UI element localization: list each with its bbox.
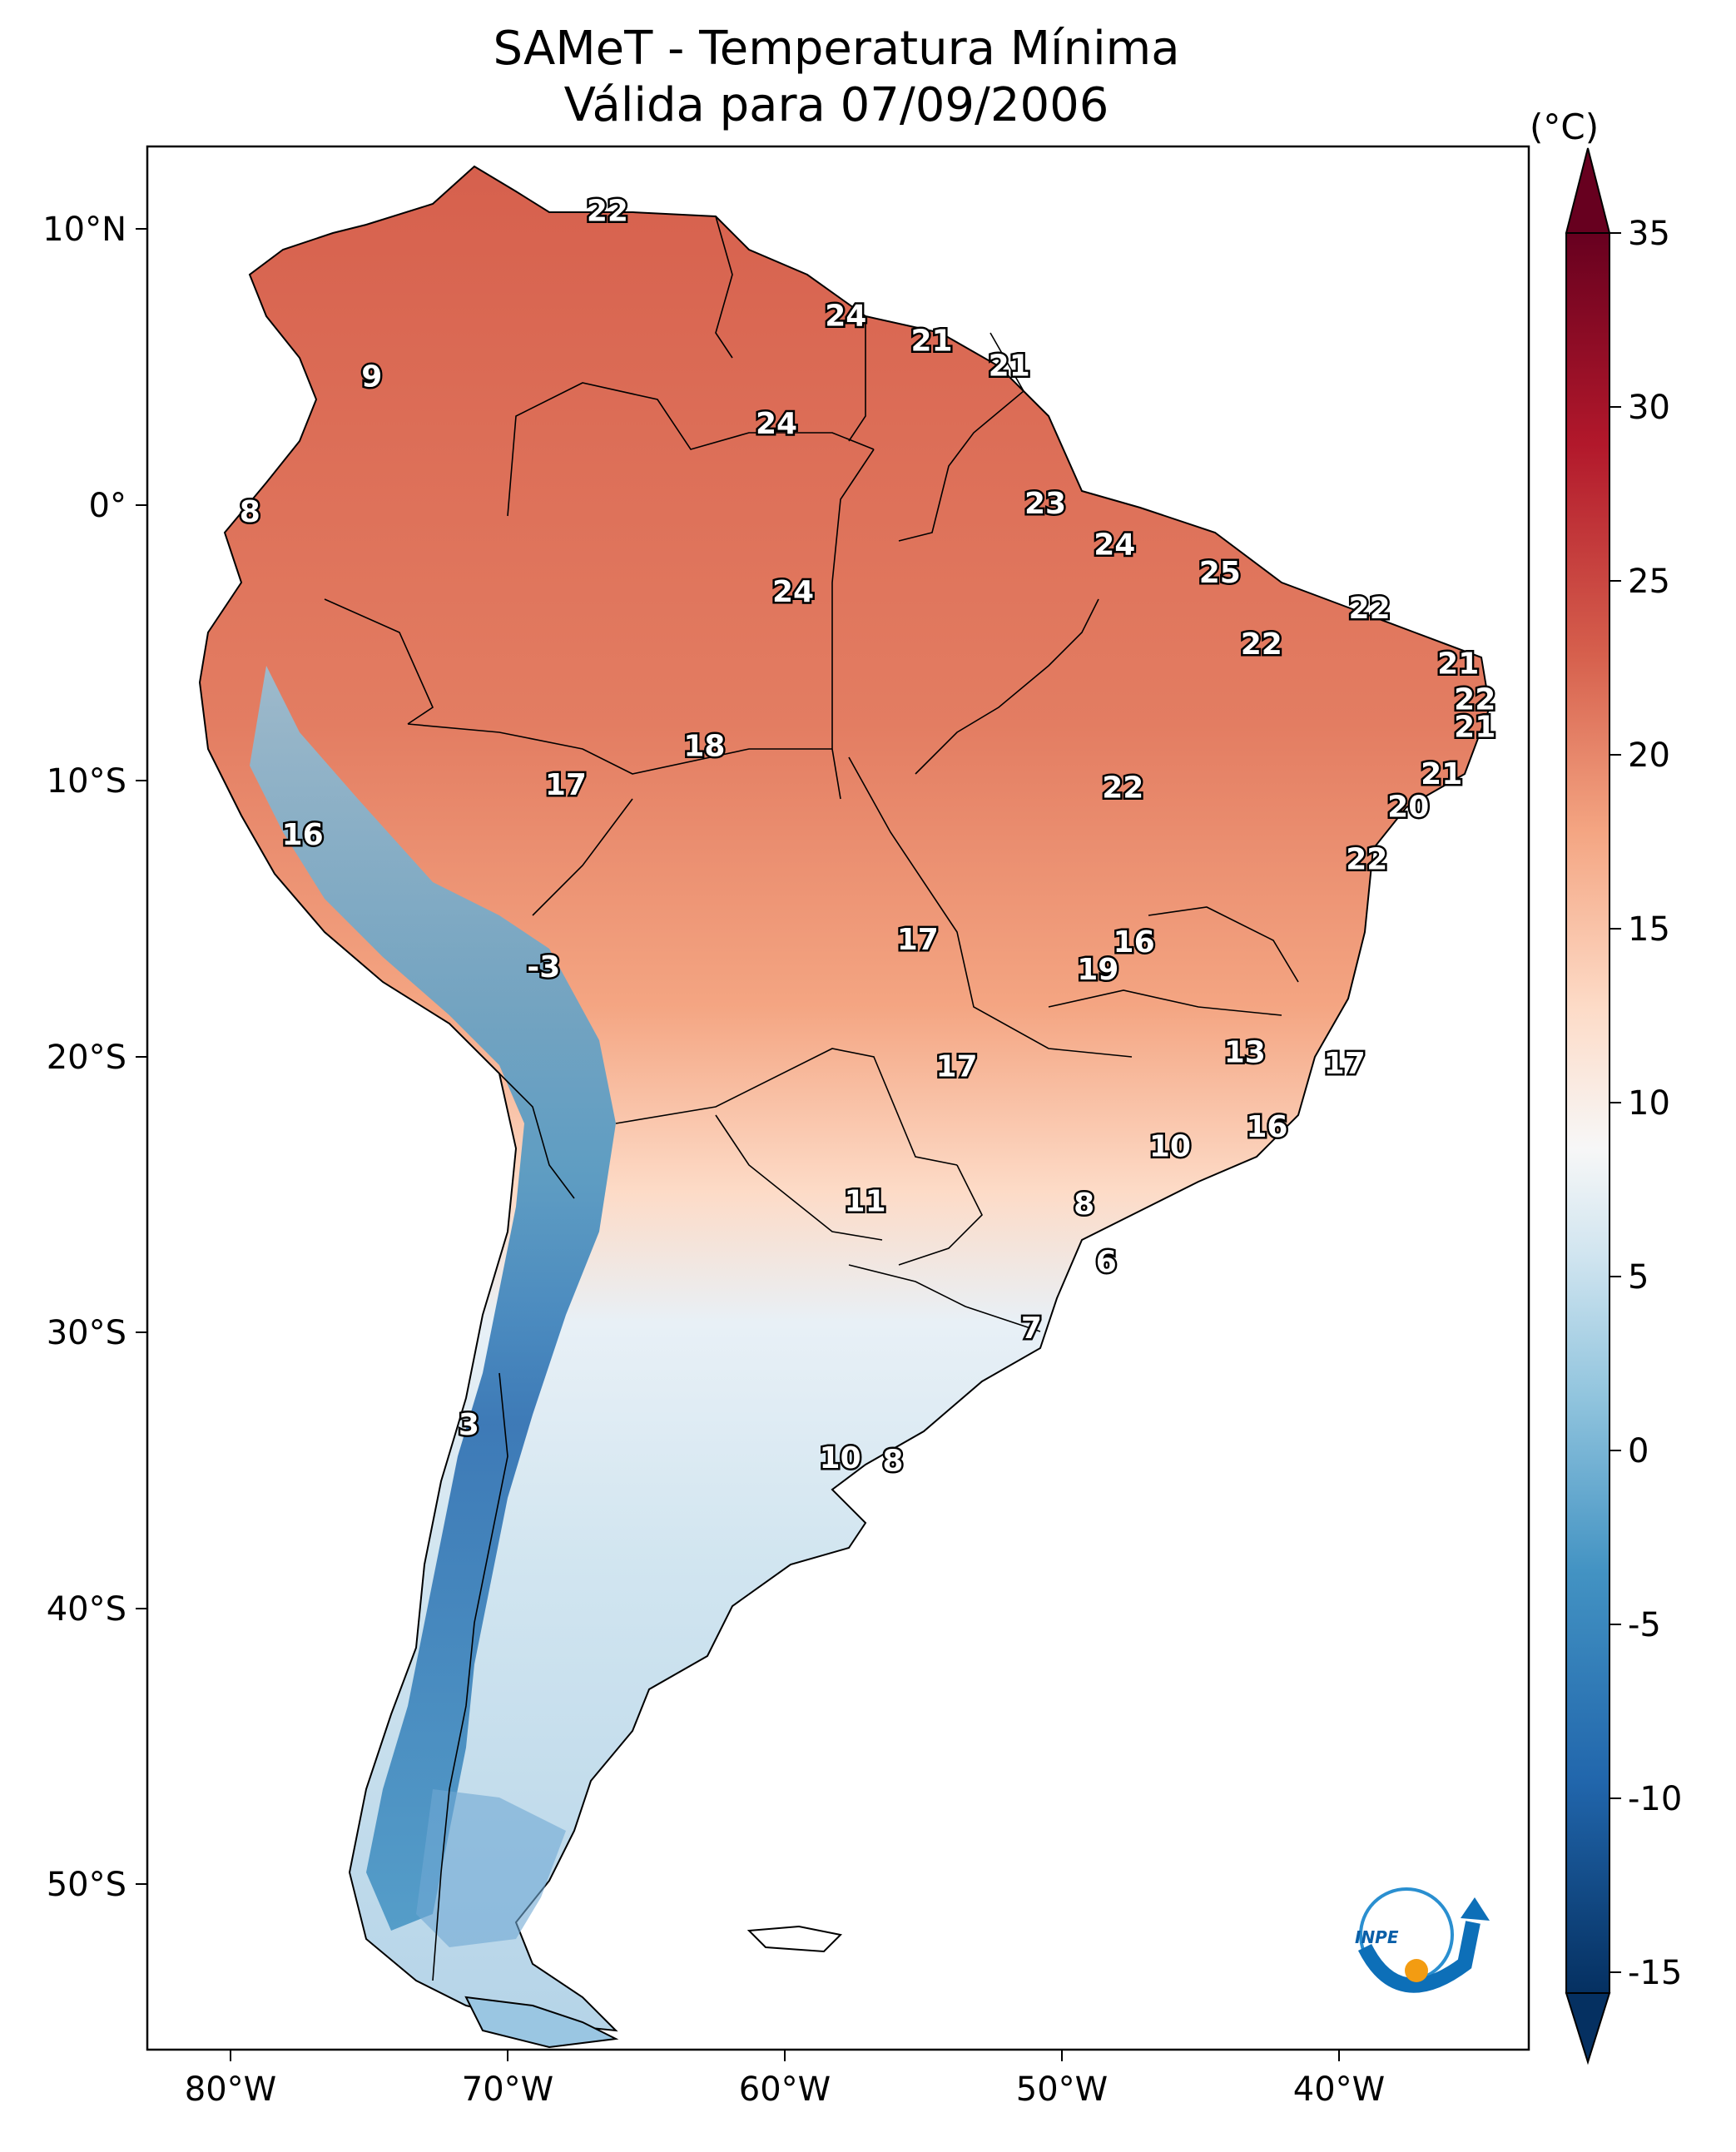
lat-tick-10s: 10°S xyxy=(47,762,126,801)
station-value-label: 21 xyxy=(1454,711,1495,745)
country-borders xyxy=(324,216,1299,1981)
station-value-label: 8 xyxy=(1074,1188,1094,1222)
station-value-label: 21 xyxy=(910,324,952,358)
colorbar-max-extend xyxy=(1565,147,1611,234)
station-value-label: 17 xyxy=(935,1049,977,1083)
falkland-islands xyxy=(746,1925,843,1953)
south-america-landmass xyxy=(198,165,1491,2032)
station-value-label: 18 xyxy=(683,730,725,764)
lon-tick-40w: 40°W xyxy=(1293,2070,1385,2109)
lat-tick-40s: 40°S xyxy=(47,1590,126,1629)
station-value-label: 21 xyxy=(1421,757,1462,791)
colorbar-tick-label: 5 xyxy=(1628,1258,1649,1297)
station-value-label: 24 xyxy=(825,300,866,334)
colorbar-tick-label: -15 xyxy=(1628,1954,1682,1992)
station-value-label: 10 xyxy=(820,1441,861,1475)
station-value-label: 22 xyxy=(1346,843,1387,877)
station-value-label: 22 xyxy=(1349,592,1391,626)
station-value-label: 19 xyxy=(1077,953,1118,987)
station-value-label: 6 xyxy=(1096,1246,1117,1280)
station-value-label: 16 xyxy=(1246,1110,1287,1144)
map-frame xyxy=(146,145,1530,2051)
colorbar-min-extend xyxy=(1565,1992,1611,2065)
colorbar-unit-label: (°C) xyxy=(1530,107,1600,147)
longitude-ticks: 80°W 70°W 60°W 50°W 40°W xyxy=(185,2050,1385,2109)
map-title-line1: SAMeT - Temperatura Mínima xyxy=(493,22,1180,76)
lat-tick-10n: 10°N xyxy=(42,211,126,249)
station-value-label: -3 xyxy=(527,950,560,984)
station-value-label: 22 xyxy=(587,195,628,229)
station-value-label: 20 xyxy=(1387,791,1429,825)
colorbar-tick-label: 0 xyxy=(1628,1432,1649,1470)
lat-tick-0: 0° xyxy=(89,487,126,525)
station-value-label: 16 xyxy=(1114,925,1155,959)
station-value-label: 8 xyxy=(882,1444,903,1478)
station-value-label: 9 xyxy=(361,360,382,394)
station-value-label: 24 xyxy=(772,575,814,609)
station-value-label: 17 xyxy=(897,923,939,957)
map-title-line2: Válida para 07/09/2006 xyxy=(563,78,1109,132)
colorbar-tick-label: 10 xyxy=(1628,1084,1670,1123)
inpe-logo-text: INPE xyxy=(1355,1927,1399,1947)
station-value-label: 17 xyxy=(545,768,587,802)
station-value-label: 11 xyxy=(845,1185,886,1219)
station-value-label: 8 xyxy=(240,495,260,529)
station-value-label: 22 xyxy=(1454,682,1495,717)
colorbar-tick-label: 35 xyxy=(1628,215,1670,253)
latitude-ticks: 10°N 0° 10°S 20°S 30°S 40°S 50°S xyxy=(42,211,147,1904)
lat-tick-20s: 20°S xyxy=(47,1039,126,1077)
colorbar-tick-label: 30 xyxy=(1628,389,1670,427)
station-value-label: 24 xyxy=(1094,528,1135,563)
station-value-label: 22 xyxy=(1102,771,1143,805)
lon-tick-70w: 70°W xyxy=(462,2070,553,2109)
lat-tick-50s: 50°S xyxy=(47,1866,126,1904)
station-value-label: 24 xyxy=(756,407,797,441)
colorbar-tick-label: 20 xyxy=(1628,736,1670,775)
colorbar: 35 30 25 20 15 10 5 0 -5 -10 -15 xyxy=(1565,147,1682,2065)
station-value-label: 23 xyxy=(1024,487,1066,521)
station-value-label: 3 xyxy=(459,1408,479,1442)
station-value-label: 25 xyxy=(1199,556,1241,590)
colorbar-scale xyxy=(1565,232,1610,1994)
patagonia-cold-region xyxy=(416,1789,566,1947)
colorbar-tick-label: 25 xyxy=(1628,563,1670,601)
station-value-label: 22 xyxy=(1241,627,1282,662)
lon-tick-60w: 60°W xyxy=(739,2070,831,2109)
lon-tick-50w: 50°W xyxy=(1016,2070,1108,2109)
station-value-label: 10 xyxy=(1149,1129,1191,1163)
station-value-label: 21 xyxy=(1437,647,1479,681)
colorbar-tick-label: 15 xyxy=(1628,910,1670,949)
tierra-del-fuego xyxy=(464,1996,619,2049)
station-value-label: 17 xyxy=(1324,1047,1366,1081)
station-value-label: 16 xyxy=(282,818,324,852)
colorbar-tick-label: -10 xyxy=(1628,1780,1682,1818)
lon-tick-80w: 80°W xyxy=(185,2070,276,2109)
andes-cold-region xyxy=(250,666,616,1931)
lat-tick-30s: 30°S xyxy=(47,1314,126,1352)
inpe-logo xyxy=(1357,1887,1490,1993)
station-value-label: 13 xyxy=(1224,1036,1266,1070)
station-value-label: 7 xyxy=(1021,1312,1042,1346)
colorbar-tick-label: -5 xyxy=(1628,1606,1661,1644)
station-value-label: 21 xyxy=(989,349,1030,383)
